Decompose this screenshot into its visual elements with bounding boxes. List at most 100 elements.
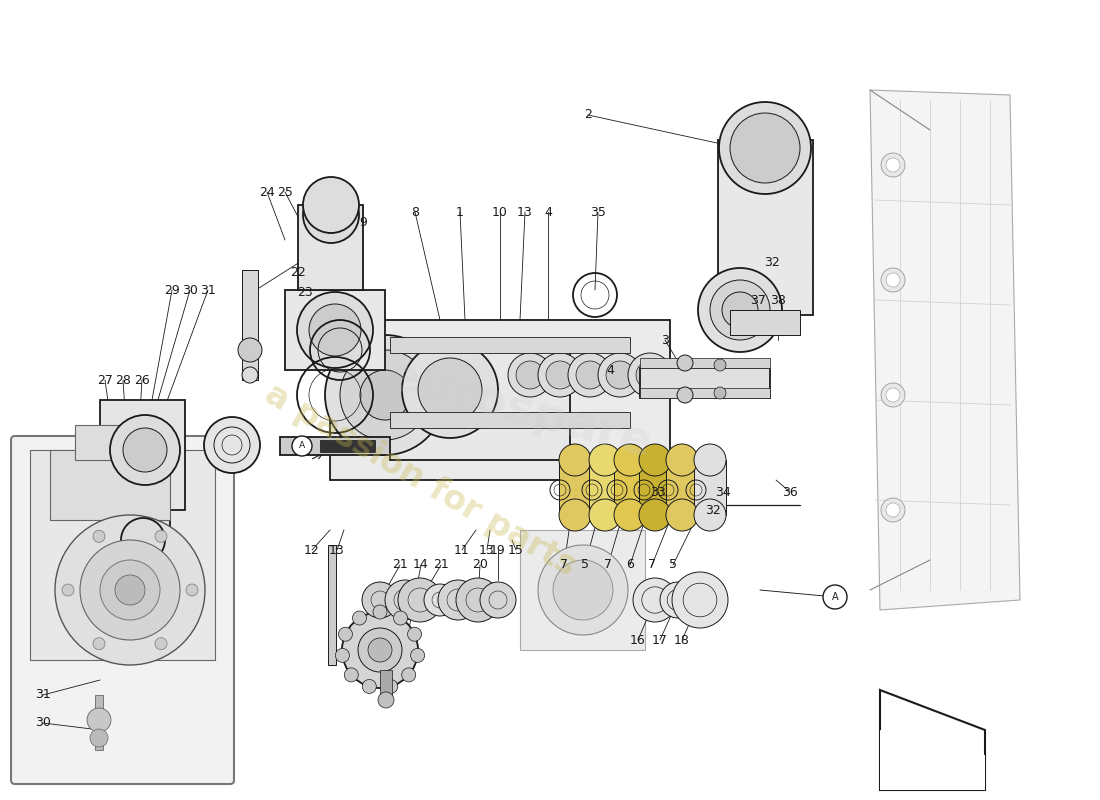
Bar (520, 530, 645, 650)
Bar (390, 340, 570, 460)
Circle shape (614, 444, 646, 476)
Text: 31: 31 (35, 689, 51, 702)
Circle shape (55, 515, 205, 665)
Circle shape (314, 197, 349, 233)
Circle shape (339, 627, 352, 642)
Bar (559, 460, 591, 515)
Text: A: A (832, 592, 838, 602)
Text: 28: 28 (116, 374, 131, 386)
Circle shape (352, 611, 366, 625)
Circle shape (408, 627, 421, 642)
Circle shape (62, 584, 74, 596)
Circle shape (538, 545, 628, 635)
Circle shape (456, 578, 501, 622)
Bar (50, 450, 170, 520)
Text: 30: 30 (35, 717, 51, 730)
Text: 13: 13 (329, 543, 345, 557)
Bar (75, 425, 145, 460)
Text: 6: 6 (626, 558, 634, 571)
Circle shape (823, 585, 847, 609)
Circle shape (480, 582, 516, 618)
Text: 18: 18 (674, 634, 690, 646)
Circle shape (639, 444, 671, 476)
Text: 21: 21 (433, 558, 449, 571)
Circle shape (553, 560, 613, 620)
Bar (379, 670, 392, 700)
Text: eurospare: eurospare (384, 354, 657, 466)
Circle shape (297, 292, 373, 368)
Circle shape (639, 499, 671, 531)
Bar (730, 310, 800, 335)
Circle shape (360, 370, 410, 420)
Text: 38: 38 (770, 294, 785, 306)
Circle shape (886, 388, 900, 402)
Circle shape (402, 342, 498, 438)
Circle shape (94, 530, 104, 542)
Bar (242, 270, 258, 380)
Bar (30, 450, 214, 660)
Text: 22: 22 (290, 266, 306, 278)
Circle shape (424, 584, 456, 616)
Text: 9: 9 (359, 215, 367, 229)
Text: 8: 8 (411, 206, 419, 218)
Circle shape (722, 292, 758, 328)
Circle shape (606, 361, 634, 389)
Text: 7: 7 (604, 558, 612, 571)
Circle shape (559, 444, 591, 476)
Circle shape (336, 649, 350, 662)
Circle shape (881, 153, 905, 177)
Text: 12: 12 (304, 543, 320, 557)
Circle shape (90, 729, 108, 747)
Text: 37: 37 (750, 294, 766, 306)
Text: 27: 27 (97, 374, 113, 386)
Text: 10: 10 (492, 206, 508, 218)
Text: a passion for parts: a passion for parts (258, 378, 582, 582)
Bar (640, 358, 770, 368)
Polygon shape (870, 90, 1020, 610)
Circle shape (438, 580, 478, 620)
Circle shape (576, 361, 604, 389)
Circle shape (546, 361, 574, 389)
Text: 5: 5 (669, 558, 676, 571)
Bar (694, 460, 726, 515)
Circle shape (694, 444, 726, 476)
Circle shape (676, 355, 693, 371)
Circle shape (588, 499, 621, 531)
Circle shape (676, 387, 693, 403)
Text: 34: 34 (715, 486, 730, 498)
Text: 7: 7 (648, 558, 656, 571)
Circle shape (238, 338, 262, 362)
Circle shape (886, 503, 900, 517)
Circle shape (516, 361, 544, 389)
Circle shape (110, 415, 180, 485)
Circle shape (186, 584, 198, 596)
Text: 13: 13 (480, 543, 495, 557)
Bar (639, 460, 671, 515)
Bar (330, 320, 670, 480)
Circle shape (698, 268, 782, 352)
Bar (666, 460, 698, 515)
Circle shape (538, 353, 582, 397)
Circle shape (394, 611, 407, 625)
Circle shape (385, 580, 425, 620)
Circle shape (410, 649, 425, 662)
Text: 2: 2 (584, 109, 592, 122)
Circle shape (309, 304, 361, 356)
Text: 5: 5 (581, 558, 589, 571)
Bar (390, 337, 630, 353)
Circle shape (666, 444, 698, 476)
Bar (328, 545, 336, 665)
Circle shape (508, 353, 552, 397)
Bar (588, 460, 621, 515)
Circle shape (666, 499, 698, 531)
Circle shape (886, 158, 900, 172)
Text: 21: 21 (392, 558, 408, 571)
Circle shape (324, 335, 446, 455)
Circle shape (242, 367, 258, 383)
Circle shape (87, 708, 111, 732)
Circle shape (378, 692, 394, 708)
Circle shape (881, 383, 905, 407)
Circle shape (123, 428, 167, 472)
Circle shape (714, 387, 726, 399)
Text: 14: 14 (414, 558, 429, 571)
